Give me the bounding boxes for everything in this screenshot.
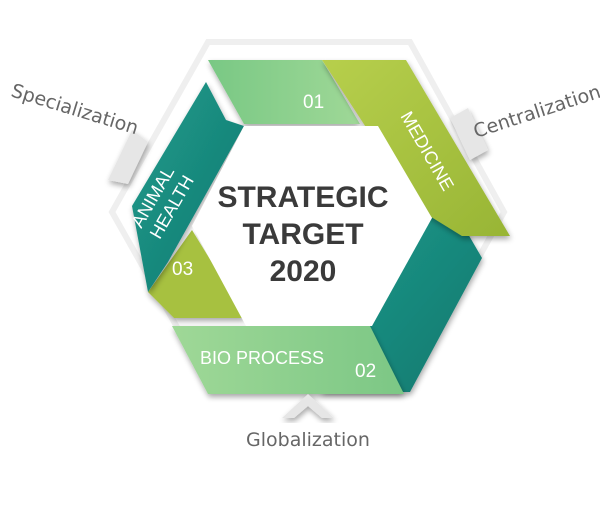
centralization-label: Centralization <box>471 81 600 143</box>
specialization-label: Specialization <box>9 80 141 140</box>
segment-animal-health <box>132 82 244 292</box>
chevron-up-icon <box>282 394 334 418</box>
segment-top-01 <box>208 60 360 124</box>
center-title-line-1: STRATEGIC <box>217 181 388 214</box>
segment-03-number: 03 <box>172 259 193 280</box>
segment-01-number: 01 <box>303 92 324 113</box>
globalization-label: Globalization <box>246 429 370 451</box>
bio-process-label: BIO PROCESS <box>200 348 324 368</box>
chevron-right-icon <box>450 108 488 160</box>
center-title-line-2: TARGET <box>242 218 363 251</box>
chevron-left-icon <box>108 130 148 184</box>
center-hexagon <box>192 126 432 326</box>
segment-lower-left-lime <box>148 230 246 318</box>
center-title-line-3: 2020 <box>270 255 337 288</box>
segment-bio-process <box>172 326 404 394</box>
segment-02-number: 02 <box>355 361 376 382</box>
segment-medicine <box>322 60 510 236</box>
